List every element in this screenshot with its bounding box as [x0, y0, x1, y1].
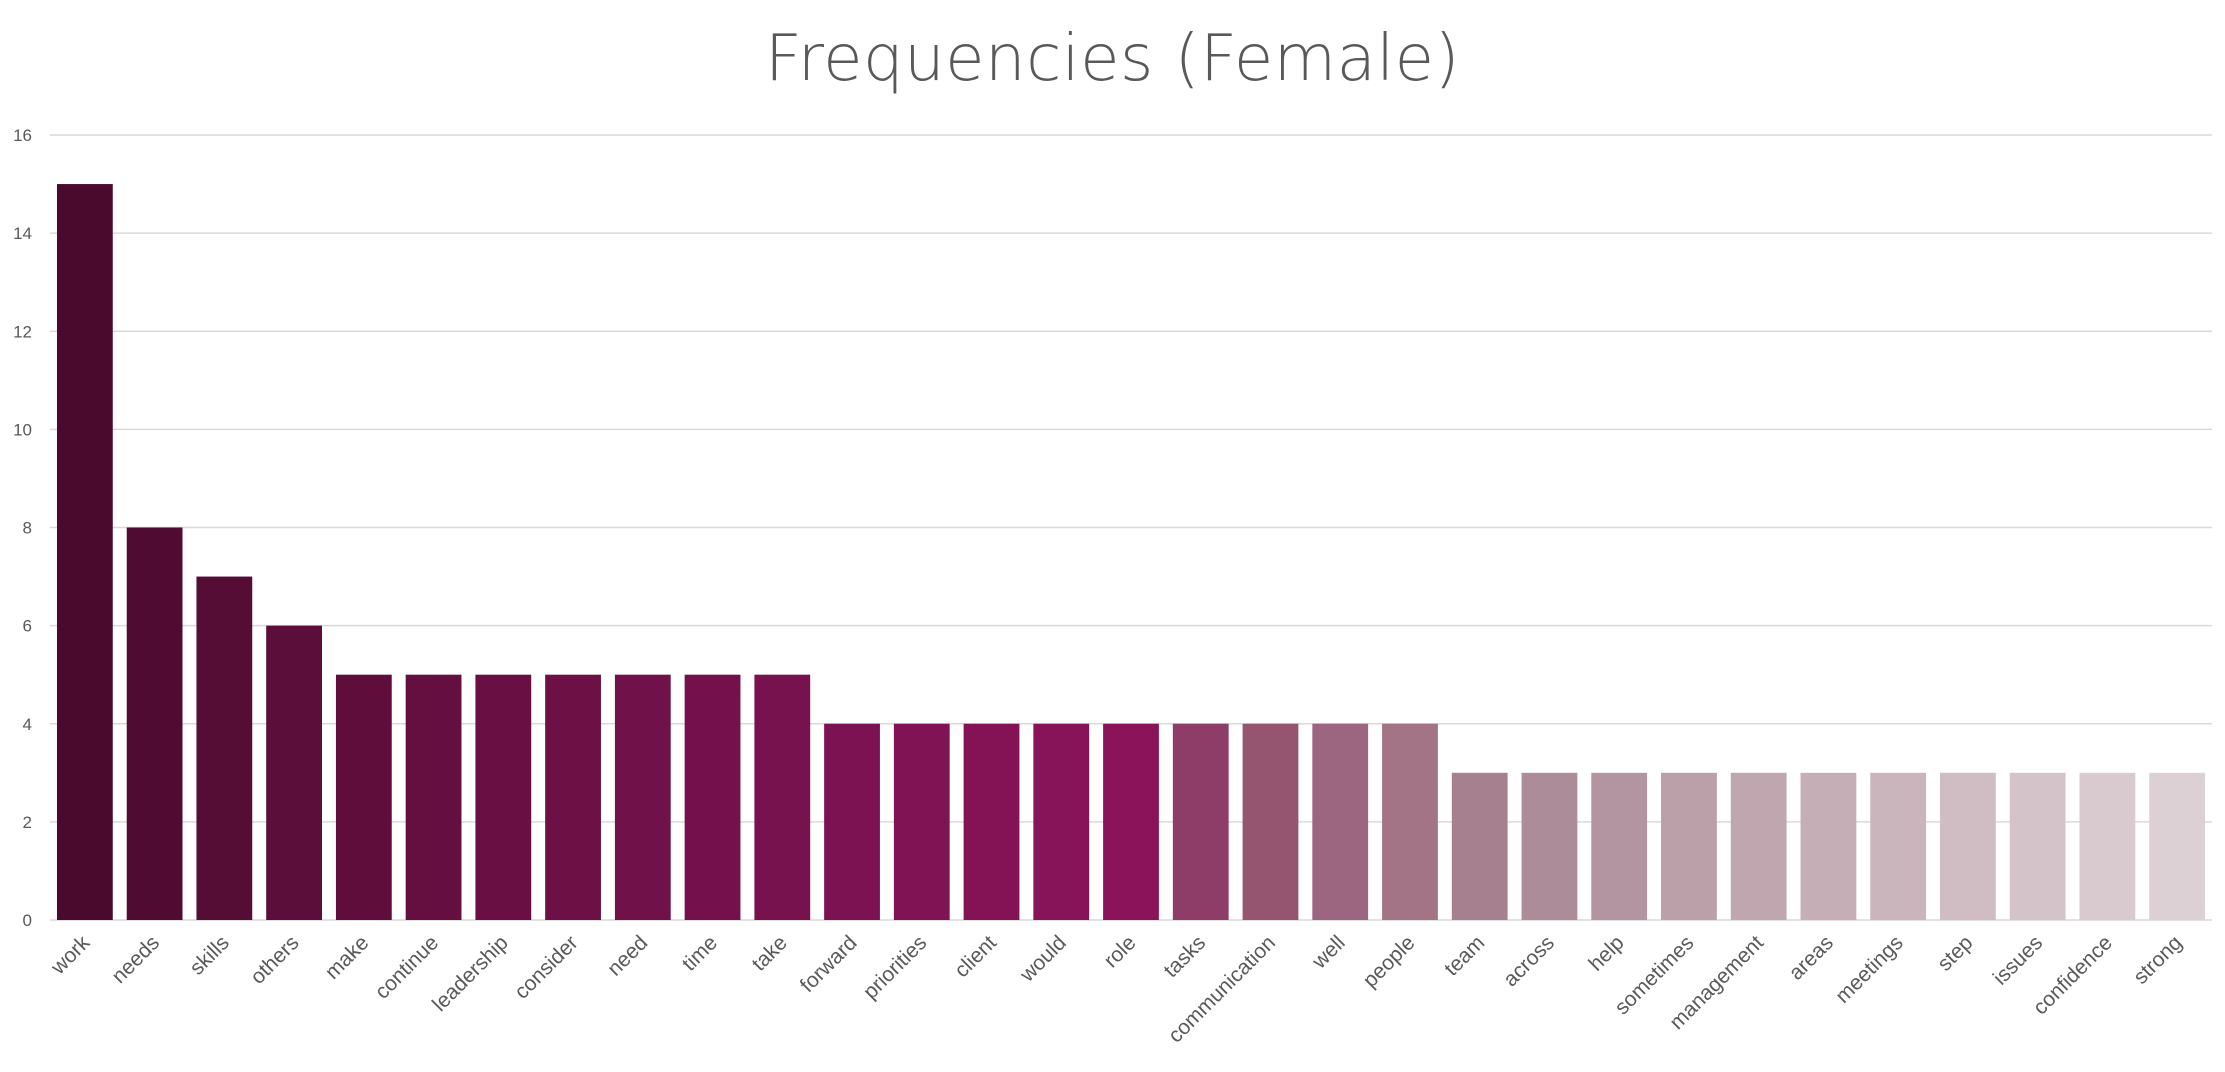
x-tick-label: areas	[1785, 931, 1838, 984]
x-tick-label: team	[1440, 931, 1489, 980]
bar-areas	[1800, 772, 1857, 920]
x-tick-label: issues	[1989, 931, 2047, 989]
bar-make	[335, 674, 392, 920]
x-tick-label: needs	[107, 931, 164, 988]
bar-needs	[126, 527, 183, 920]
y-tick-label: 4	[23, 715, 32, 734]
bar-work	[56, 184, 113, 920]
x-tick-label: leadership	[428, 931, 513, 1016]
bar-meetings	[1870, 772, 1927, 920]
x-tick-label: need	[603, 931, 652, 980]
x-tick-label: role	[1100, 931, 1141, 972]
y-tick-label: 14	[13, 224, 32, 243]
x-tick-label: forward	[796, 931, 862, 997]
x-tick-label: across	[1499, 931, 1559, 991]
y-tick-label: 10	[13, 420, 32, 439]
x-tick-label: priorities	[859, 931, 931, 1003]
y-tick-label: 6	[23, 617, 32, 636]
x-tick-label: would	[1015, 931, 1071, 987]
bar-would	[1033, 723, 1090, 920]
x-tick-label: skills	[185, 931, 233, 979]
bar-management	[1730, 772, 1787, 920]
x-axis-ticks: work needs skills others makecontinueleaders…	[46, 931, 2187, 1047]
x-tick-label: time	[678, 931, 722, 975]
bar-others	[266, 625, 322, 920]
bar-across	[1521, 772, 1578, 920]
x-tick-label: people	[1359, 931, 1420, 992]
bar-client	[963, 723, 1020, 920]
x-tick-label: help	[1584, 931, 1628, 975]
bar-sometimes	[1661, 772, 1717, 920]
x-tick-label: work	[46, 931, 95, 980]
y-axis-ticks: 0 2 4 6 8 10 12 14 16	[13, 126, 32, 930]
bar-forward	[824, 723, 880, 920]
x-tick-label: meetings	[1831, 931, 1908, 1008]
bar-confidence	[2079, 772, 2136, 920]
x-tick-label: strong	[2129, 931, 2187, 989]
bar-need	[614, 674, 671, 920]
bar-leadership	[475, 674, 532, 920]
x-tick-label: well	[1307, 931, 1350, 974]
bar-priorities	[893, 723, 950, 920]
bar-continue	[405, 674, 462, 920]
y-tick-label: 0	[23, 911, 32, 930]
bar-strong	[2149, 772, 2206, 920]
x-tick-label: others	[246, 931, 304, 989]
bar-take	[754, 674, 811, 920]
y-tick-label: 16	[13, 126, 32, 145]
bar-help	[1591, 772, 1648, 920]
bars	[56, 184, 2206, 920]
x-tick-label: step	[1933, 931, 1977, 975]
bar-tasks	[1172, 723, 1229, 920]
bar-well	[1312, 723, 1369, 920]
y-tick-label: 2	[23, 813, 32, 832]
x-tick-label: consider	[510, 931, 582, 1003]
bar-consider	[545, 674, 601, 920]
x-tick-label: client	[950, 931, 1001, 982]
bar-time	[684, 674, 741, 920]
y-tick-label: 12	[13, 322, 32, 341]
bar-communication	[1242, 723, 1299, 920]
bar-team	[1451, 772, 1508, 920]
y-tick-label: 8	[23, 519, 32, 538]
bar-role	[1103, 723, 1159, 920]
bar-skills	[196, 576, 253, 920]
chart-title: Frequencies (Female)	[765, 22, 1460, 96]
bar-step	[1940, 772, 1996, 920]
bar-people	[1382, 723, 1438, 920]
x-tick-label: make	[321, 931, 374, 984]
x-tick-label: take	[747, 931, 791, 975]
x-tick-label: tasks	[1159, 931, 1210, 982]
x-tick-label: continue	[371, 931, 443, 1003]
bar-issues	[2009, 772, 2066, 920]
